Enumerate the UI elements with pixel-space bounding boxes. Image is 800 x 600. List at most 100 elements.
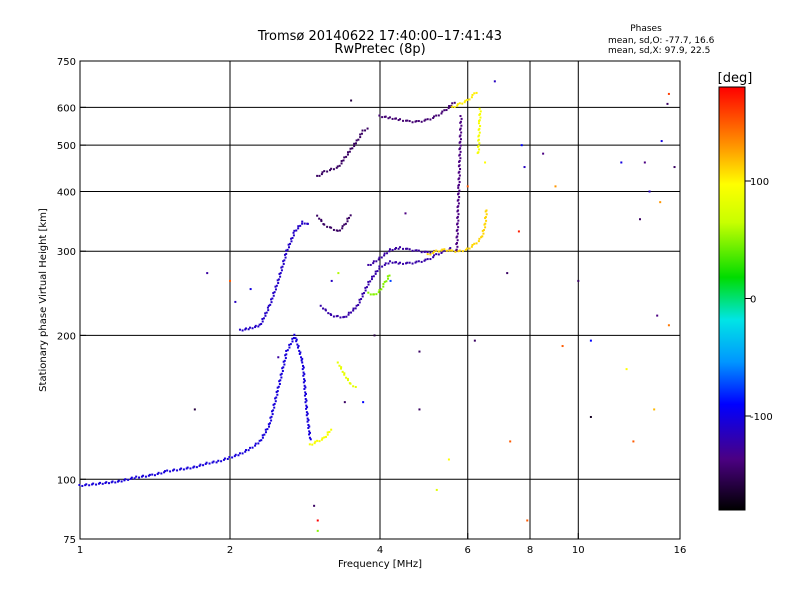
trace-point (451, 249, 454, 252)
trace-point (443, 109, 446, 112)
trace-point (457, 213, 460, 216)
trace-point (372, 262, 375, 265)
trace-point (360, 132, 363, 135)
trace-point (279, 272, 282, 275)
trace-point (205, 461, 208, 464)
trace-point (433, 254, 436, 257)
trace-point (282, 360, 285, 363)
trace-point (330, 226, 333, 229)
trace-point (420, 260, 423, 263)
trace-point (437, 253, 440, 256)
trace-point (254, 324, 257, 327)
trace-point (459, 150, 462, 153)
trace-point (477, 151, 480, 154)
trace-point (420, 251, 423, 254)
trace-point (471, 243, 474, 246)
trace-point (189, 467, 192, 470)
trace-point (387, 277, 390, 280)
trace-point (295, 340, 298, 343)
trace-point (215, 461, 218, 464)
trace-point (335, 166, 338, 169)
trace-point (459, 147, 462, 150)
trace-point (459, 120, 462, 123)
trace-point (435, 249, 438, 252)
trace-point (296, 343, 299, 346)
trace-point (220, 460, 223, 463)
trace-point (320, 218, 323, 221)
scatter-point (404, 212, 407, 215)
trace-point (482, 229, 485, 232)
trace-point (397, 262, 400, 265)
trace-point (272, 409, 275, 412)
trace-point (303, 379, 306, 382)
trace-point (336, 229, 339, 232)
trace-point (254, 444, 257, 447)
trace-point (270, 298, 273, 301)
trace-point (283, 359, 286, 362)
trace-point (130, 476, 133, 479)
trace-point (458, 177, 461, 180)
trace-point (411, 262, 414, 265)
trace-point (411, 121, 414, 124)
trace-point (276, 390, 279, 393)
trace-point (376, 270, 379, 273)
trace-point (360, 298, 363, 301)
trace-point (320, 220, 323, 223)
trace-point (81, 484, 84, 487)
trace-point (369, 263, 372, 266)
trace-point (297, 227, 300, 230)
trace-point (166, 469, 169, 472)
trace-point (445, 109, 448, 112)
trace-point (355, 304, 358, 307)
trace-point (359, 133, 362, 136)
trace-point (340, 162, 343, 165)
trace-point (285, 349, 288, 352)
trace-point (359, 136, 362, 139)
trace-point (111, 480, 114, 483)
trace-point (269, 416, 272, 419)
trace-point (303, 373, 306, 376)
trace-point (267, 423, 270, 426)
trace-point (99, 481, 102, 484)
trace-point (330, 428, 333, 431)
trace-point (127, 478, 130, 481)
trace-point (260, 322, 263, 325)
trace-point (347, 311, 350, 314)
trace-point (308, 443, 311, 446)
trace-point (352, 385, 355, 388)
trace-point (171, 469, 174, 472)
trace-point (199, 463, 202, 466)
trace-point (277, 278, 280, 281)
trace-point (381, 265, 384, 268)
trace-point (347, 313, 350, 316)
y-tick-label: 500 (57, 141, 76, 152)
trace-point (284, 354, 287, 357)
trace-point (417, 249, 420, 252)
trace-point (91, 483, 94, 486)
trace-point (271, 297, 274, 300)
trace-point (349, 147, 352, 150)
trace-point (332, 168, 335, 171)
trace-point (330, 314, 333, 317)
trace-point (484, 216, 487, 219)
trace-point (264, 431, 267, 434)
trace-point (456, 235, 459, 238)
trace-point (321, 437, 324, 440)
trace-point (456, 222, 459, 225)
trace-point (305, 411, 308, 414)
trace-point (178, 468, 181, 471)
trace-point (457, 183, 460, 186)
trace-point (391, 249, 394, 252)
trace-point (456, 103, 459, 106)
trace-point (402, 247, 405, 250)
trace-point (441, 110, 444, 113)
trace-point (394, 117, 397, 120)
scatter-point (337, 272, 340, 275)
trace-point (415, 249, 418, 252)
trace-point (348, 216, 351, 219)
trace-point (386, 252, 389, 255)
trace-point (461, 102, 464, 105)
trace-point (307, 419, 310, 422)
trace-point (306, 412, 309, 415)
trace-point (304, 401, 307, 404)
